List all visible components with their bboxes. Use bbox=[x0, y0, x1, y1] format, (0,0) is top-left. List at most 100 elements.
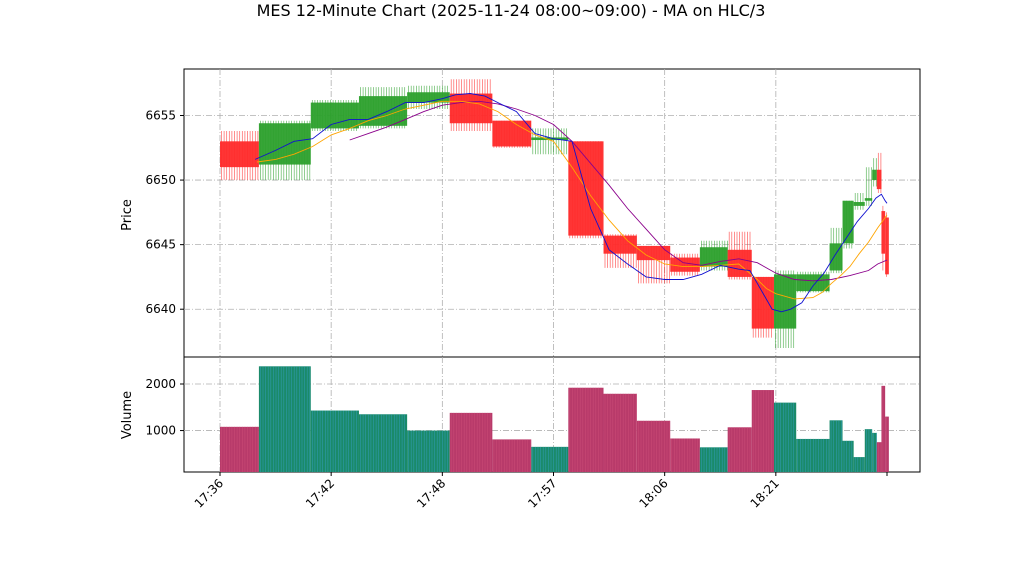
candle-down bbox=[881, 205, 886, 271]
candle-body bbox=[829, 243, 843, 271]
ma-slow-line bbox=[349, 100, 888, 282]
volume-bar bbox=[220, 426, 259, 472]
volume-bar-fill bbox=[751, 390, 774, 472]
candle-body bbox=[876, 169, 882, 190]
volume-bar-hatch bbox=[450, 412, 491, 472]
price-y-tick-label: 6645 bbox=[145, 238, 176, 252]
x-tick-label: 17:57 bbox=[525, 476, 559, 510]
x-tick-label: 17:36 bbox=[192, 476, 226, 510]
volume-bar bbox=[773, 402, 797, 472]
volume-bar-hatch bbox=[843, 440, 853, 472]
price-grid bbox=[184, 69, 920, 357]
candle-body bbox=[872, 169, 877, 181]
volume-bar-hatch bbox=[638, 420, 670, 472]
candle-down bbox=[885, 212, 889, 277]
candle-down bbox=[727, 231, 752, 280]
volume-bar-hatch bbox=[221, 426, 259, 472]
volume-bar-fill bbox=[842, 440, 854, 472]
volume-y-tick-label: 1000 bbox=[145, 424, 176, 438]
volume-bar-hatch bbox=[532, 446, 567, 472]
price-y-tick-label: 6640 bbox=[145, 302, 176, 316]
ma-fast-line bbox=[255, 93, 888, 313]
volume-panel: 1000 2000 Volume bbox=[120, 356, 921, 473]
candle-up bbox=[773, 270, 797, 348]
candle-up bbox=[864, 167, 873, 206]
price-y-tick-label: 6655 bbox=[145, 108, 176, 122]
volume-bar-fill bbox=[773, 402, 797, 472]
candle-down bbox=[449, 79, 493, 131]
candle-down bbox=[603, 234, 637, 268]
volume-bar bbox=[751, 390, 774, 472]
candle-wick bbox=[532, 128, 567, 155]
volume-bar bbox=[881, 385, 886, 472]
chart-title: MES 12-Minute Chart (2025-11-24 08:00~09… bbox=[257, 1, 766, 20]
volume-bar bbox=[872, 432, 877, 472]
x-axis-ticks: 17:36 17:42 17:48 17:57 18:06 18:21 bbox=[192, 472, 888, 511]
volume-bar bbox=[829, 420, 843, 472]
volume-bar-hatch bbox=[830, 420, 842, 472]
candle-up bbox=[310, 100, 359, 131]
candle-up bbox=[796, 271, 830, 293]
candle-up bbox=[829, 227, 843, 274]
volume-bar-hatch bbox=[493, 439, 531, 472]
volume-bar-fill bbox=[796, 438, 830, 472]
volume-bar bbox=[531, 446, 569, 472]
candle-body bbox=[670, 257, 700, 272]
candle-body bbox=[699, 247, 728, 267]
volume-bar-fill bbox=[358, 414, 408, 472]
moving-average-lines bbox=[255, 93, 888, 313]
candle-body bbox=[773, 274, 797, 329]
volume-y-tick-label: 2000 bbox=[145, 377, 176, 391]
volume-bar-hatch bbox=[408, 430, 448, 472]
volume-bar-hatch bbox=[701, 447, 728, 472]
candle-body bbox=[727, 249, 752, 277]
volume-bar-fill bbox=[636, 420, 671, 472]
candle-body bbox=[310, 102, 359, 129]
price-panel: 6640 6645 6650 6655 Price bbox=[120, 68, 921, 358]
candle-wick bbox=[854, 193, 864, 210]
volume-bar bbox=[885, 416, 889, 472]
candle-body bbox=[881, 211, 886, 254]
volume-bar-hatch bbox=[854, 457, 864, 472]
price-y-axis-label: Price bbox=[120, 199, 135, 231]
candle-body bbox=[258, 123, 311, 165]
volume-bar-hatch bbox=[752, 390, 772, 472]
volume-bar-hatch bbox=[604, 393, 637, 472]
volume-bar-hatch bbox=[671, 438, 698, 472]
candle-body bbox=[885, 217, 889, 275]
x-tick-label: 17:48 bbox=[414, 476, 448, 510]
volume-bar-hatch bbox=[873, 432, 877, 472]
volume-y-ticks: 1000 2000 bbox=[145, 377, 184, 438]
volume-bar-hatch bbox=[569, 387, 602, 472]
candle-up bbox=[358, 87, 408, 129]
volume-bar-fill bbox=[699, 447, 728, 472]
volume-bar bbox=[310, 410, 359, 472]
volume-bar-fill bbox=[603, 393, 637, 472]
volume-bars bbox=[220, 366, 889, 472]
candle-up bbox=[842, 200, 854, 249]
volume-bar-hatch bbox=[728, 427, 751, 472]
price-axes-frame bbox=[183, 68, 921, 358]
volume-y-axis-label: Volume bbox=[120, 391, 135, 439]
volume-bar bbox=[670, 438, 700, 472]
volume-bar-fill bbox=[881, 385, 886, 472]
candle-body bbox=[492, 120, 532, 147]
candle-body bbox=[220, 141, 259, 168]
volume-bar-fill bbox=[864, 429, 873, 472]
price-y-ticks: 6640 6645 6650 6655 bbox=[145, 108, 184, 316]
volume-bar-fill bbox=[872, 432, 877, 472]
candle-down bbox=[568, 141, 604, 239]
candle-up bbox=[853, 193, 865, 210]
candle-up bbox=[407, 85, 450, 109]
volume-bar-hatch bbox=[775, 402, 794, 472]
candle-body bbox=[603, 235, 637, 254]
volume-bar-hatch bbox=[260, 366, 311, 472]
x-tick-label: 18:06 bbox=[636, 476, 670, 510]
x-tick-label: 18:21 bbox=[748, 476, 782, 510]
volume-bar-fill bbox=[885, 416, 889, 472]
volume-bar-fill bbox=[310, 410, 359, 472]
volume-bar bbox=[727, 427, 752, 472]
volume-bar bbox=[853, 457, 865, 472]
candle-up bbox=[258, 120, 311, 181]
